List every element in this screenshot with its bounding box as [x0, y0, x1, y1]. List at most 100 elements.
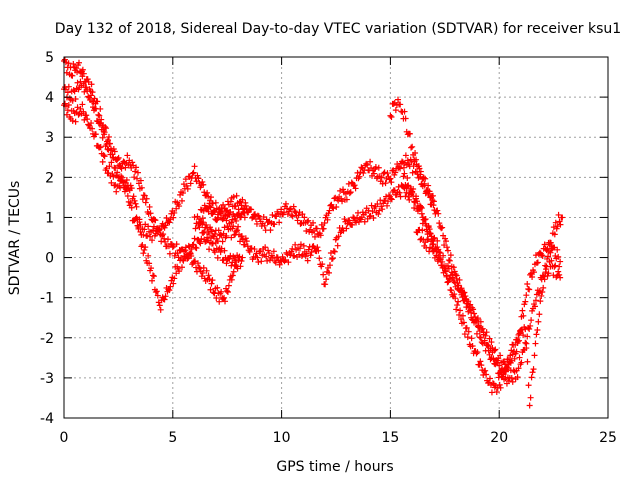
data-point [183, 182, 190, 189]
data-point [253, 220, 260, 227]
data-point [313, 225, 320, 232]
x-axis-label: GPS time / hours [276, 459, 393, 475]
data-point [487, 375, 494, 382]
data-point [77, 69, 84, 76]
data-point [453, 275, 460, 282]
data-point [171, 252, 178, 259]
data-point [440, 252, 447, 259]
data-point [548, 243, 555, 250]
data-point [447, 252, 454, 259]
data-point [460, 319, 467, 326]
data-point [433, 248, 440, 255]
data-point [314, 244, 321, 251]
data-point [279, 253, 286, 260]
data-point [445, 257, 452, 264]
data-point [511, 348, 518, 355]
x-tick-label: 15 [381, 430, 399, 446]
data-point [118, 165, 125, 172]
data-point [473, 350, 480, 357]
data-point [216, 209, 223, 216]
data-point [503, 366, 510, 373]
data-point [463, 324, 470, 331]
data-point [97, 119, 104, 126]
data-point [289, 245, 296, 252]
data-point [556, 218, 563, 225]
data-point [176, 203, 183, 210]
data-point [388, 179, 395, 186]
data-point [534, 259, 541, 266]
data-point [145, 252, 152, 259]
data-point [461, 331, 468, 338]
y-tick-label: -4 [40, 411, 54, 427]
data-point [453, 306, 460, 313]
data-point [200, 229, 207, 236]
data-point [179, 190, 186, 197]
data-point [323, 276, 330, 283]
data-point [419, 227, 426, 234]
data-point [352, 185, 359, 192]
data-point [551, 231, 558, 238]
data-point [384, 202, 391, 209]
data-point [329, 255, 336, 262]
data-point [194, 213, 201, 220]
y-tick-label: 1 [45, 210, 54, 226]
data-point [351, 182, 358, 189]
data-point [430, 241, 437, 248]
data-point [519, 307, 526, 314]
data-point [328, 255, 335, 262]
data-point [496, 381, 503, 388]
data-point [355, 209, 362, 216]
data-point [164, 236, 171, 243]
data-point [200, 219, 207, 226]
data-point [285, 259, 292, 266]
data-point [474, 349, 481, 356]
data-point [128, 204, 135, 211]
data-point [557, 221, 564, 228]
data-point [108, 159, 115, 166]
data-point [178, 264, 185, 271]
data-point [105, 146, 112, 153]
data-point [221, 294, 228, 301]
data-point [227, 252, 234, 259]
data-point [218, 215, 225, 222]
data-point [204, 205, 211, 212]
data-point [201, 189, 208, 196]
data-point [305, 217, 312, 224]
data-point [223, 287, 230, 294]
data-point [230, 193, 237, 200]
data-point [535, 318, 542, 325]
data-point [532, 252, 539, 259]
data-point [555, 211, 562, 218]
data-point [406, 130, 413, 137]
data-point [147, 233, 154, 240]
data-point [434, 237, 441, 244]
data-point [417, 168, 424, 175]
data-point [413, 193, 420, 200]
series-trace-d [195, 152, 437, 240]
data-point [207, 204, 214, 211]
data-point [545, 253, 552, 260]
data-point [149, 237, 156, 244]
data-point [286, 206, 293, 213]
data-point [528, 270, 535, 277]
data-point [421, 216, 428, 223]
data-point [224, 289, 231, 296]
data-point [347, 189, 354, 196]
data-point [223, 217, 230, 224]
data-point [392, 169, 399, 176]
data-point [281, 209, 288, 216]
data-point [382, 180, 389, 187]
y-tick-label: -2 [40, 331, 54, 347]
data-point [492, 346, 499, 353]
data-point [534, 326, 541, 333]
data-point [349, 221, 356, 228]
data-point [276, 219, 283, 226]
data-point [473, 330, 480, 337]
data-point [448, 287, 455, 294]
data-point [106, 163, 113, 170]
data-point [114, 169, 121, 176]
data-point [192, 244, 199, 251]
data-point [555, 253, 562, 260]
data-point [379, 180, 386, 187]
